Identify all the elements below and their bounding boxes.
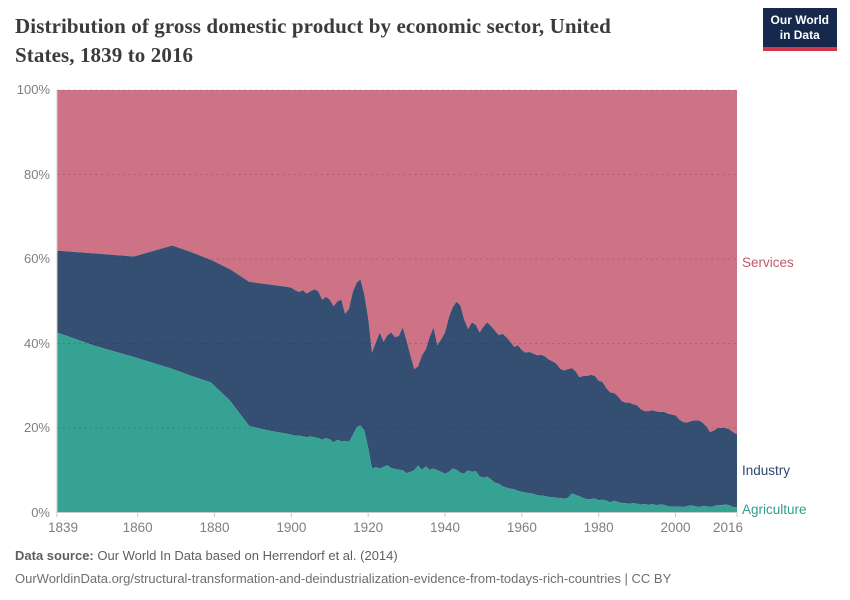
x-axis-label-1920: 1920 (353, 520, 384, 535)
data-source-line: Data source: Our World In Data based on … (15, 548, 398, 563)
gridlines-group (57, 89, 737, 429)
x-axis-label-2016: 2016 (712, 520, 744, 535)
axis-group (56, 90, 738, 517)
area-services (57, 90, 737, 435)
y-axis-label-100: 100% (16, 82, 50, 97)
data-source-text: Our World In Data based on Herrendorf et… (93, 548, 398, 563)
owid-logo[interactable]: Our World in Data (762, 8, 837, 51)
series-label-agriculture: Agriculture (742, 502, 807, 518)
y-axis-label-20: 20% (23, 420, 50, 435)
x-axis-label-1940: 1940 (429, 520, 461, 535)
y-axis-label-0: 0% (31, 504, 50, 520)
chart-footer: Data source: Our World In Data based on … (15, 547, 671, 587)
x-axis-label-1880: 1880 (199, 520, 230, 535)
logo-line-1: Our World (770, 13, 829, 27)
source-link-line: OurWorldinData.org/structural-transforma… (15, 571, 672, 586)
y-axis-label-80: 80% (23, 166, 50, 182)
y-axis-label-60: 60% (23, 251, 50, 266)
area-agriculture (57, 332, 737, 513)
x-axis-label-1980: 1980 (583, 520, 614, 535)
series-label-industry: Industry (742, 463, 791, 479)
page-title: Distribution of gross domestic product b… (15, 14, 611, 67)
x-axis-label-2000: 2000 (660, 520, 691, 535)
x-axis-label-1900: 1900 (276, 520, 307, 535)
area-industry (57, 245, 737, 508)
series-label-services: Services (742, 254, 794, 270)
x-axis-label-1860: 1860 (122, 520, 153, 535)
data-source-label: Data source: (15, 548, 94, 563)
x-axis-label-1839: 1839 (47, 520, 79, 535)
logo-line-2: in Data (779, 28, 820, 42)
stacked-areas-group (57, 90, 737, 513)
y-axis-label-40: 40% (23, 335, 50, 351)
x-axis-label-1960: 1960 (506, 520, 537, 535)
